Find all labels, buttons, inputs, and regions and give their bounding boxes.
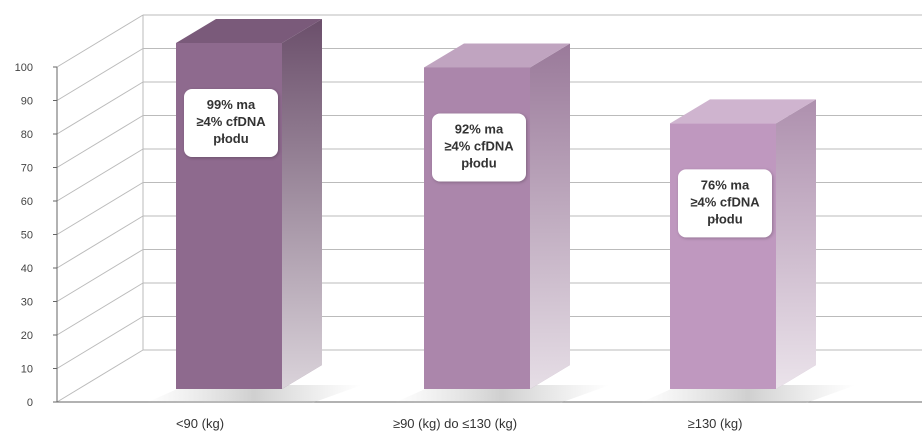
bar-side-fade-3 — [776, 99, 816, 389]
x-category-label-1: <90 (kg) — [176, 416, 224, 431]
bar-label-2-line-3: płodu — [461, 155, 496, 170]
bar-badge-2 — [432, 113, 526, 182]
bar-top-3 — [670, 99, 816, 124]
gridline-diagonal-20 — [56, 282, 144, 336]
y-tick-label-10: 10 — [21, 364, 33, 376]
bar-side-fade-1 — [282, 19, 322, 389]
bar-top-2 — [424, 43, 570, 68]
bar-label-2-line-1: 92% ma — [455, 121, 504, 136]
bar-label-1-line-2: ≥4% cfDNA — [196, 114, 266, 129]
bar-label-1-line-1: 99% ma — [207, 97, 256, 112]
bar-label-3-line-1: 76% ma — [701, 177, 750, 192]
y-tick-label-60: 60 — [21, 196, 33, 208]
gridline-diagonal-80 — [56, 81, 144, 135]
bars — [146, 19, 856, 403]
bar-3 — [640, 99, 856, 403]
bar-label-3-line-2: ≥4% cfDNA — [690, 194, 760, 209]
y-tick-label-70: 70 — [21, 163, 33, 175]
bar-label-1-line-3: płodu — [213, 131, 248, 146]
bar-side-fade-2 — [530, 43, 570, 389]
bar-badge-1 — [184, 89, 278, 157]
gridline-diagonal-60 — [56, 148, 144, 202]
gridline-diagonal-0 — [56, 349, 144, 403]
y-tick-label-90: 90 — [21, 96, 33, 108]
bar-label-3-line-3: płodu — [707, 211, 742, 226]
bar-shadow-3 — [640, 385, 856, 403]
y-tick-label-80: 80 — [21, 129, 33, 141]
gridline-diagonal-70 — [56, 115, 144, 168]
bar-1 — [146, 19, 362, 403]
y-tick-label-50: 50 — [21, 230, 33, 242]
y-tick-label-20: 20 — [21, 330, 33, 342]
gridline-diagonal-90 — [56, 48, 144, 101]
gridline-diagonal-40 — [56, 215, 144, 269]
x-category-label-2: ≥90 (kg) do ≤130 (kg) — [393, 416, 517, 431]
bar-label-2-line-2: ≥4% cfDNA — [444, 138, 514, 153]
y-tick-label-40: 40 — [21, 263, 33, 275]
y-tick-label-0: 0 — [27, 397, 33, 409]
bar-top-1 — [176, 19, 322, 43]
gridline-diagonal-50 — [56, 182, 144, 235]
x-category-label-3: ≥130 (kg) — [688, 416, 743, 431]
y-tick-label-30: 30 — [21, 297, 33, 309]
labels: 0 10 20 30 40 50 60 70 80 90 100 99% ma ≥4% cfDNA pło… — [15, 62, 761, 431]
bar-front-3 — [670, 123, 776, 389]
bar-2 — [394, 43, 610, 403]
gridline-diagonal-100 — [56, 14, 144, 68]
bar-shadow-1 — [146, 385, 362, 403]
bar-shadow-2 — [394, 385, 610, 403]
gridline-diagonal-10 — [56, 316, 144, 369]
gridline-diagonal-30 — [56, 249, 144, 302]
y-tick-label-100: 100 — [15, 62, 33, 74]
bar-badge-3 — [678, 169, 772, 238]
